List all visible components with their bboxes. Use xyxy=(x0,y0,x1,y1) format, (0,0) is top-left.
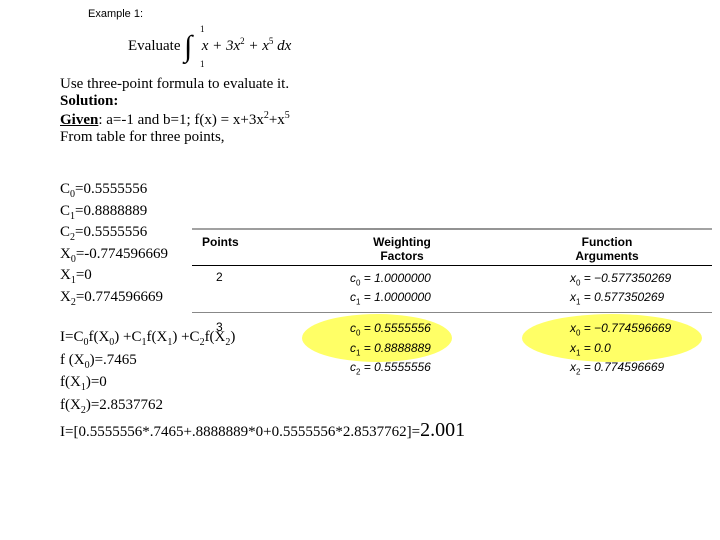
int-lower: 1 xyxy=(200,60,205,69)
solution-label: Solution: xyxy=(60,93,660,110)
from-table-line: From table for three points, xyxy=(60,129,660,146)
th-weighting: WeightingFactors xyxy=(302,235,502,263)
pts-2: 2 xyxy=(192,270,316,308)
example-label: Example 1: xyxy=(88,8,660,20)
evaluate-word: Evaluate xyxy=(128,38,180,54)
integral-sign: 1 ∫ 1 xyxy=(184,32,192,62)
final-line: I=[0.5555556*.7465+.8888889*0+0.5555556*… xyxy=(60,417,660,444)
c0-line: C0=0.5555556 xyxy=(60,180,660,202)
th-args: FunctionArguments xyxy=(502,235,712,263)
scan-artifact-line xyxy=(192,228,712,230)
integral-expression: Evaluate 1 ∫ 1 x + 3x2 + x5 dx xyxy=(128,32,660,62)
integrand: x + 3x2 + x5 dx xyxy=(202,38,292,54)
fx2-line: f(X2)=2.8537762 xyxy=(60,395,660,418)
int-upper: 1 xyxy=(200,25,205,34)
c1-line: C1=0.8888889 xyxy=(60,202,660,224)
pts-3: 3 xyxy=(192,320,316,378)
given-line: Given: a=-1 and b=1; f(x) = x+3x2+x5 xyxy=(60,110,660,129)
table-row-2pts: 2 c0 = 1.0000000 c1 = 1.0000000 x0 = −0.… xyxy=(192,266,712,313)
table-header: Points WeightingFactors FunctionArgument… xyxy=(192,235,712,266)
th-points: Points xyxy=(192,235,302,263)
table-row-3pts: 3 c0 = 0.5555556 c1 = 0.8888889 c2 = 0.5… xyxy=(192,316,712,378)
instruction-line: Use three-point formula to evaluate it. xyxy=(60,76,660,93)
reference-table: Points WeightingFactors FunctionArgument… xyxy=(192,235,712,378)
